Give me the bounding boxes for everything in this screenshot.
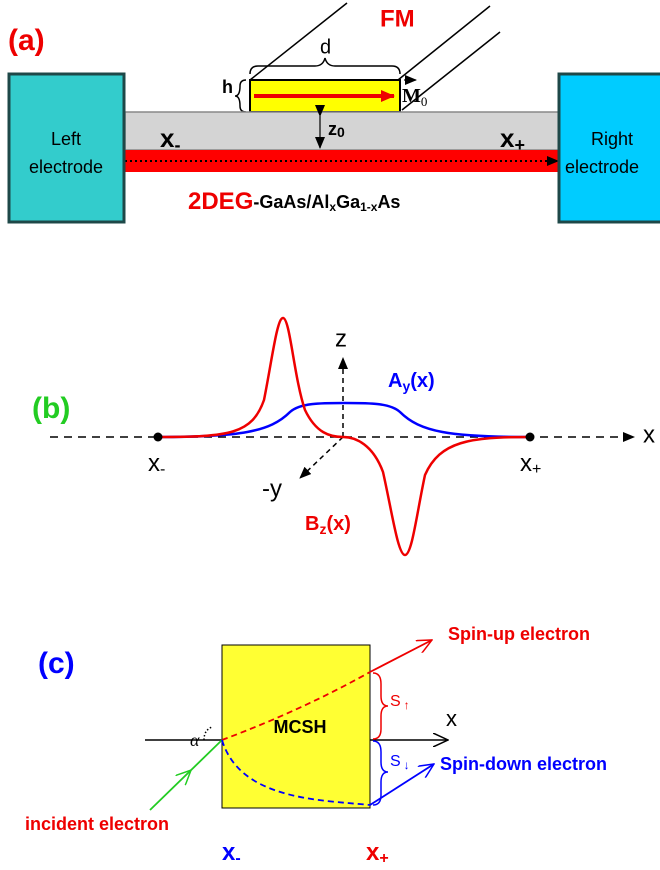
vector-potential-curve bbox=[158, 403, 530, 437]
subscript: + bbox=[532, 461, 541, 478]
length-label: d bbox=[320, 36, 331, 58]
left-electrode-label: electrode bbox=[29, 157, 103, 177]
shift-down-label: S↓ bbox=[390, 753, 410, 772]
x-plus-label: x+ bbox=[520, 450, 541, 478]
body: (a) FM d h M0 z0 x- x+ Left electrode Ri… bbox=[0, 0, 660, 870]
panel-c: (c) MCSH x α Spin-up electron Spin-down … bbox=[25, 624, 607, 867]
symbol: x bbox=[222, 839, 236, 866]
panel-label: (c) bbox=[38, 647, 75, 680]
spin-down-label: Spin-down electron bbox=[440, 754, 607, 774]
panel-label: (b) bbox=[32, 392, 70, 425]
layer-label: 2DEG-GaAs/AlxGa1-xAs bbox=[188, 188, 400, 215]
fm-label: FM bbox=[380, 5, 415, 32]
material-subscript: 1-x bbox=[360, 200, 378, 214]
subscript: - bbox=[160, 461, 165, 478]
y-axis-label: -y bbox=[262, 475, 282, 502]
angle-arc bbox=[204, 727, 212, 740]
subscript: + bbox=[379, 850, 388, 867]
argument: (x) bbox=[410, 370, 434, 392]
material: Ga bbox=[336, 192, 361, 212]
subscript: - bbox=[174, 135, 180, 155]
fm-edge bbox=[250, 3, 347, 80]
y-axis bbox=[300, 437, 343, 478]
height-label: h bbox=[222, 77, 233, 97]
material: As bbox=[377, 192, 400, 212]
spin-up-arrow bbox=[370, 640, 432, 672]
panel-b: (b) x z -y x- x+ Ay(x) Bz(x) bbox=[32, 318, 655, 555]
incident-label: incident electron bbox=[25, 814, 169, 834]
symbol: x bbox=[160, 123, 175, 153]
x-axis-label: x bbox=[446, 706, 457, 731]
symbol: S bbox=[390, 693, 401, 710]
subscript: ↑ bbox=[404, 698, 410, 712]
symbol: M bbox=[402, 85, 421, 107]
figure: (a) FM d h M0 z0 x- x+ Left electrode Ri… bbox=[0, 0, 660, 870]
symbol: x bbox=[366, 839, 380, 866]
symbol: z bbox=[328, 119, 337, 139]
symbol: B bbox=[305, 513, 319, 535]
angle-label: α bbox=[190, 730, 200, 750]
right-electrode-label: electrode bbox=[565, 157, 639, 177]
height-brace bbox=[235, 80, 246, 112]
left-electrode-label: Left bbox=[51, 129, 81, 149]
panel-label: (a) bbox=[8, 24, 45, 57]
x-minus-label: x- bbox=[148, 450, 165, 478]
endpoint bbox=[526, 433, 535, 442]
shift-up-label: S↑ bbox=[390, 693, 410, 712]
length-brace bbox=[250, 58, 400, 74]
spin-up-label: Spin-up electron bbox=[448, 624, 590, 644]
page: MCSH diagram {"panel_a":{"label":"(a)","… bbox=[0, 0, 660, 870]
subscript: 0 bbox=[421, 94, 428, 109]
vector-potential-label: Ay(x) bbox=[388, 370, 435, 393]
z-axis-label: z bbox=[335, 325, 347, 352]
x-minus-label: x- bbox=[222, 839, 241, 867]
spin-down-arrow bbox=[370, 764, 434, 805]
endpoint bbox=[154, 433, 163, 442]
symbol: x bbox=[500, 123, 515, 153]
right-electrode-label: Right bbox=[591, 129, 633, 149]
device-label: MCSH bbox=[274, 717, 327, 737]
subscript: + bbox=[514, 135, 525, 155]
symbol: x bbox=[520, 450, 532, 477]
x-axis-label: x bbox=[643, 421, 655, 448]
shift-up-brace bbox=[373, 673, 388, 739]
panel-a: (a) FM d h M0 z0 x- x+ Left electrode Ri… bbox=[8, 3, 660, 222]
argument: (x) bbox=[326, 513, 350, 535]
symbol: x bbox=[148, 450, 160, 477]
magnetic-field-label: Bz(x) bbox=[305, 513, 351, 536]
x-plus-label: x+ bbox=[366, 839, 389, 867]
subscript: ↓ bbox=[404, 758, 410, 772]
material: -GaAs/Al bbox=[253, 192, 329, 212]
layer-name: 2DEG bbox=[188, 188, 253, 215]
subscript: z bbox=[319, 521, 326, 537]
subscript: 0 bbox=[337, 124, 345, 140]
symbol: A bbox=[388, 370, 402, 392]
subscript: y bbox=[402, 378, 410, 394]
magnetization-label: M0 bbox=[402, 85, 427, 109]
symbol: S bbox=[390, 753, 401, 770]
subscript: - bbox=[235, 850, 240, 867]
